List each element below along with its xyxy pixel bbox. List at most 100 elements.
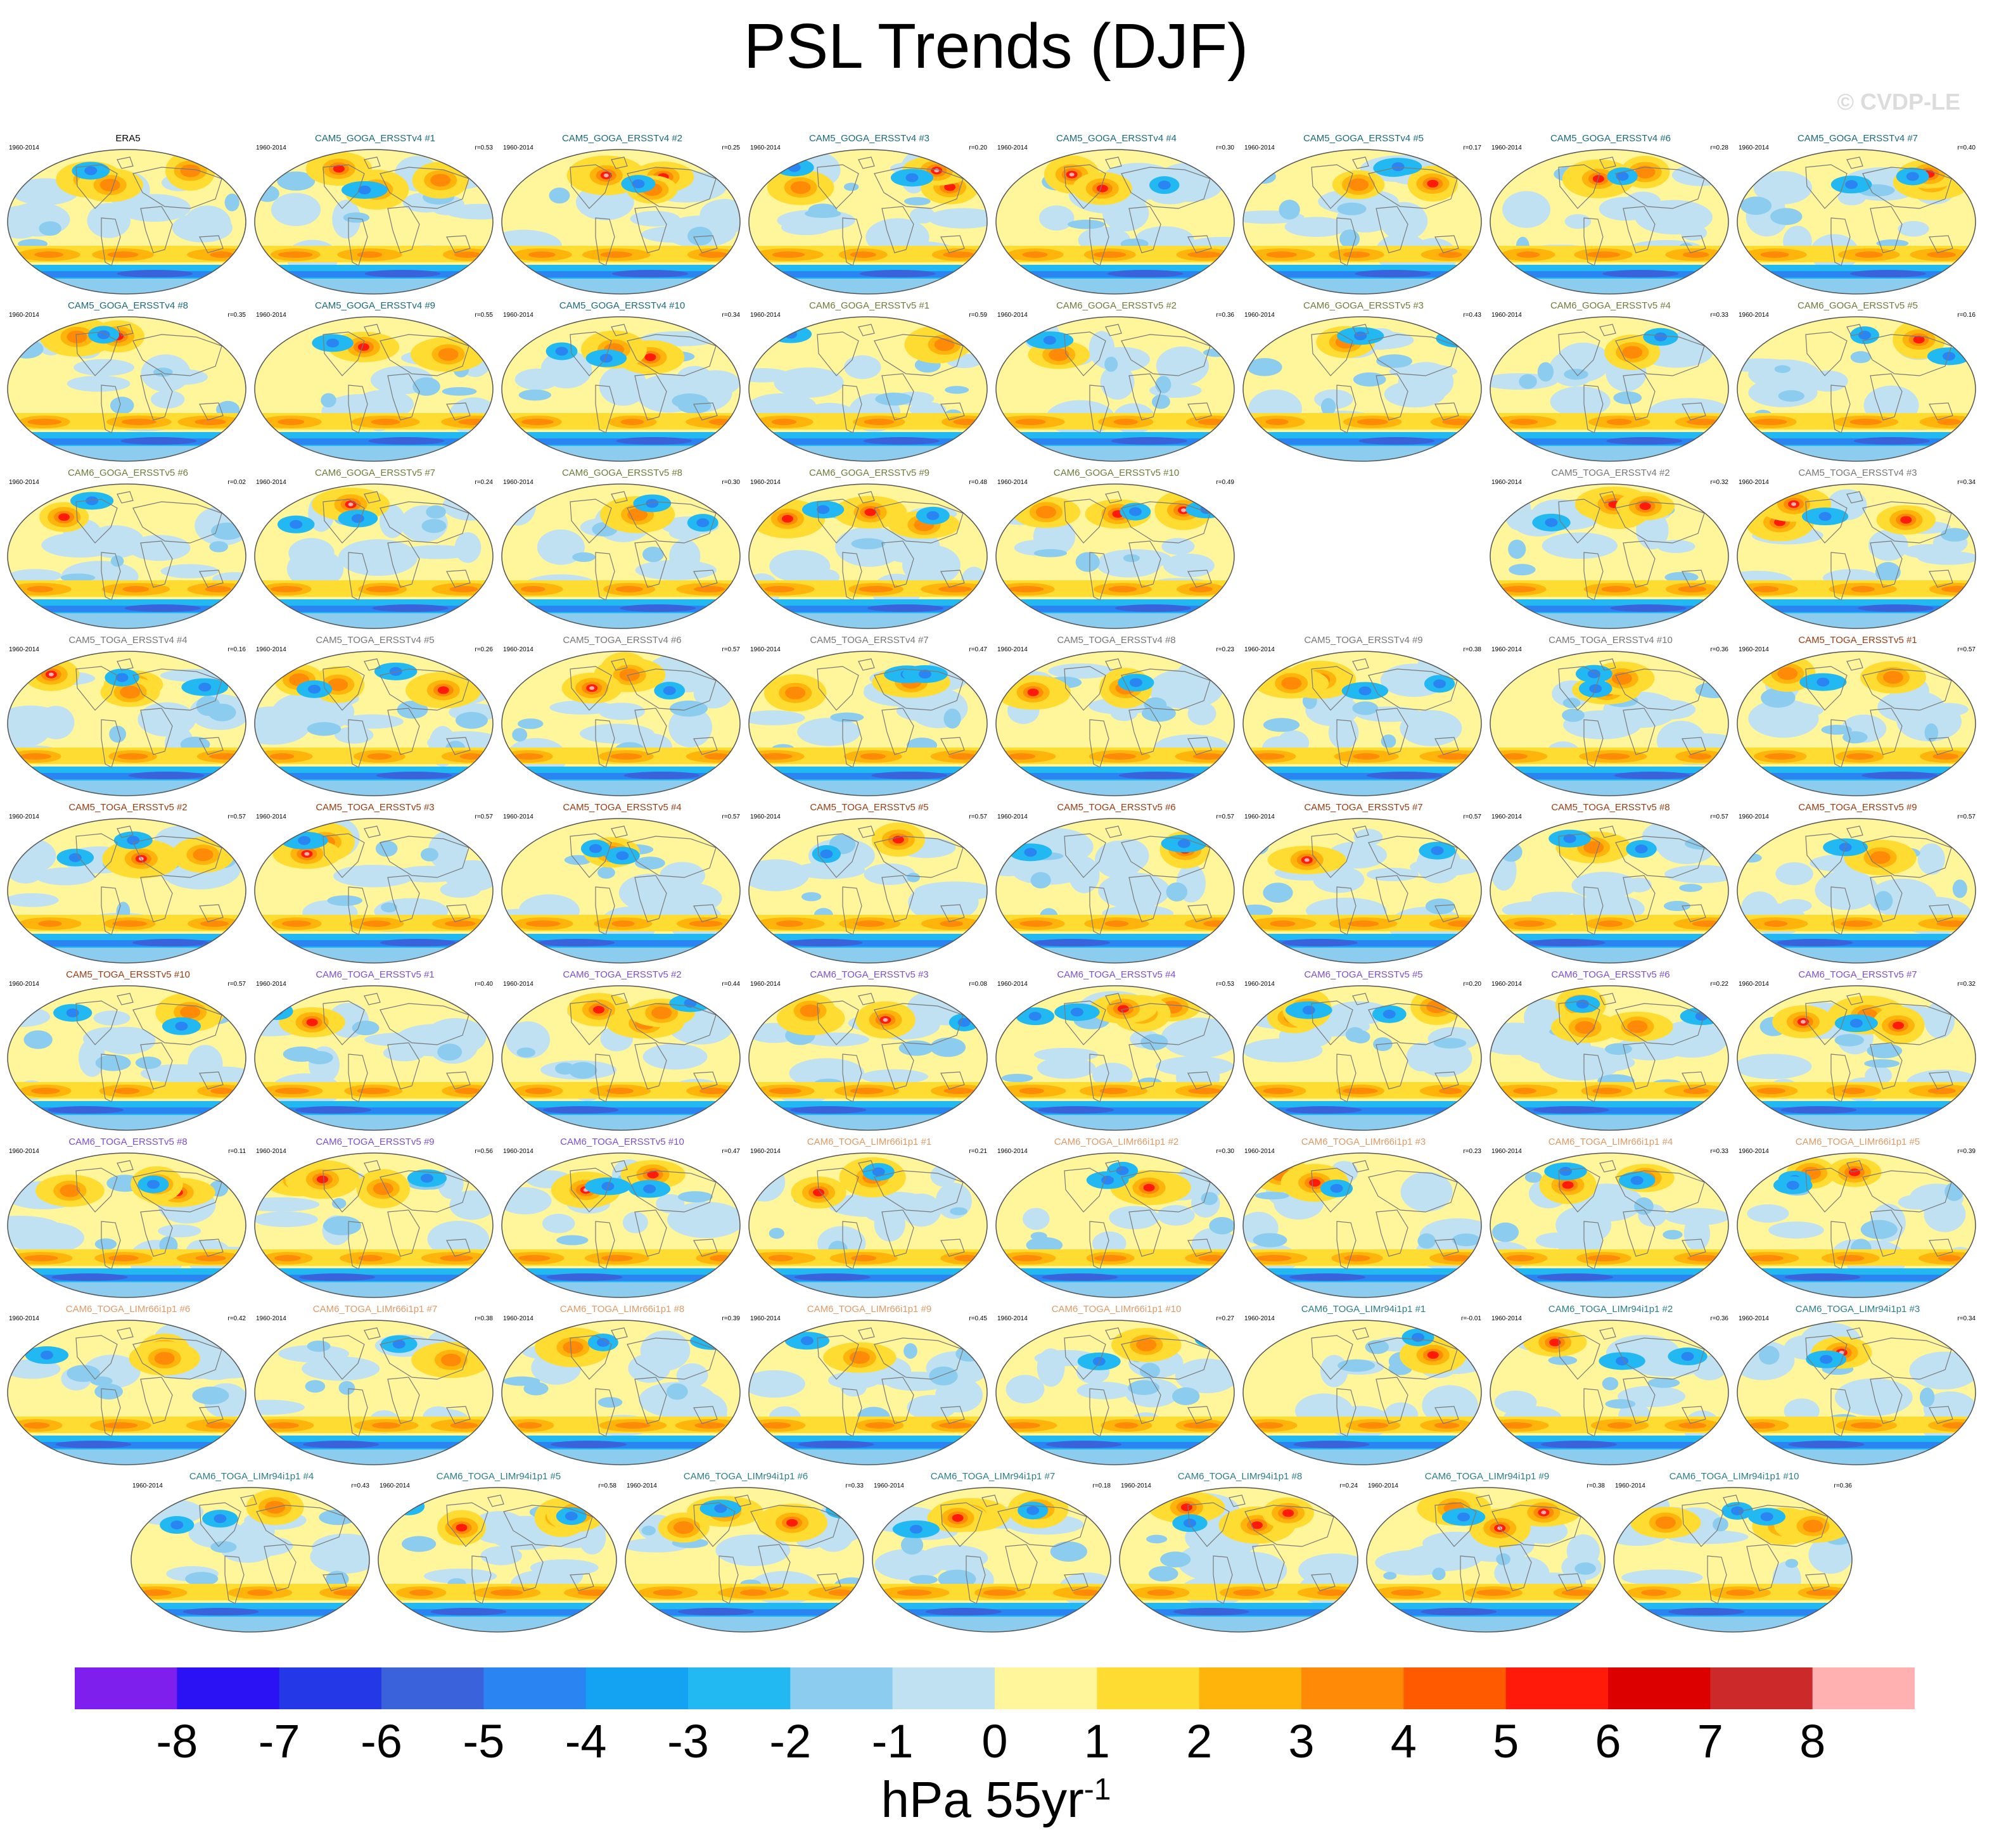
robinson-map <box>7 651 246 796</box>
colorbar-box <box>892 1667 995 1709</box>
map-panel: CAM6_TOGA_LIMr94i1p1 #7 1960-2014 r=0.18 <box>871 1469 1114 1635</box>
colorbar-box <box>688 1667 791 1709</box>
robinson-map <box>748 651 988 796</box>
panel-title: CAM5_TOGA_ERSSTv5 #7 <box>1304 802 1423 813</box>
map-panel: CAM6_GOGA_ERSSTv5 #9 1960-2014 r=0.48 <box>748 465 991 631</box>
robinson-map <box>254 1320 494 1465</box>
panel-period: 1960-2014 <box>1244 144 1275 151</box>
robinson-map <box>995 149 1235 295</box>
colorbar-tick-label: -6 <box>361 1715 402 1768</box>
robinson-map <box>501 149 741 295</box>
map-panel: CAM6_GOGA_ERSSTv5 #8 1960-2014 r=0.30 <box>501 465 744 631</box>
map-panel: CAM5_TOGA_ERSSTv5 #2 1960-2014 r=0.57 <box>6 800 250 965</box>
panel-period: 1960-2014 <box>1121 1482 1151 1489</box>
panel-title: CAM6_GOGA_ERSSTv5 #9 <box>808 468 930 478</box>
panel-title: CAM5_TOGA_ERSSTv4 #9 <box>1304 635 1423 646</box>
trend-field <box>255 317 493 461</box>
map-panel: CAM6_TOGA_ERSSTv5 #5 1960-2014 r=0.20 <box>1242 967 1485 1133</box>
map-panel: CAM5_TOGA_ERSSTv4 #3 1960-2014 r=0.34 <box>1736 465 1979 631</box>
robinson-map <box>1737 985 1976 1131</box>
robinson-map <box>872 1487 1111 1633</box>
panel-period: 1960-2014 <box>256 1315 286 1322</box>
panel-title: CAM5_GOGA_ERSSTv4 #5 <box>1303 133 1424 144</box>
colorbar-box <box>381 1667 484 1709</box>
map-panel: CAM6_TOGA_LIMr66i1p1 #5 1960-2014 r=0.39 <box>1736 1134 1979 1300</box>
colorbar-box <box>279 1667 382 1709</box>
panel-correlation: r=0.34 <box>1957 479 1976 486</box>
map-panel: CAM6_TOGA_LIMr94i1p1 #9 1960-2014 r=0.38 <box>1365 1469 1609 1635</box>
panel-title: CAM5_GOGA_ERSSTv4 #10 <box>559 300 686 311</box>
panel-correlation: r=0.24 <box>475 479 493 486</box>
panel-period: 1960-2014 <box>1739 1148 1769 1155</box>
trend-field <box>625 1488 864 1632</box>
panel-title: CAM5_TOGA_ERSSTv4 #6 <box>563 635 682 646</box>
map-panel: CAM6_TOGA_ERSSTv5 #10 1960-2014 r=0.47 <box>501 1134 744 1300</box>
robinson-map <box>1613 1487 1853 1633</box>
robinson-map <box>501 651 741 796</box>
panel-title: CAM5_TOGA_ERSSTv5 #1 <box>1798 635 1917 646</box>
trend-field <box>502 1153 740 1297</box>
panel-correlation: r=0.30 <box>722 479 740 486</box>
panel-title: CAM6_GOGA_ERSSTv5 #8 <box>561 468 683 478</box>
panel-title: CAM6_TOGA_LIMr94i1p1 #1 <box>1301 1304 1426 1315</box>
colorbar-tick-label: 2 <box>1186 1715 1213 1768</box>
colorbar-tick-label: 6 <box>1595 1715 1621 1768</box>
map-panel: CAM6_TOGA_LIMr66i1p1 #10 1960-2014 r=0.27 <box>995 1301 1238 1467</box>
panel-correlation: r=0.47 <box>722 1148 740 1155</box>
colorbar-box <box>790 1667 893 1709</box>
panel-period: 1960-2014 <box>750 646 781 653</box>
panel-title: CAM6_TOGA_ERSSTv5 #6 <box>1551 969 1670 980</box>
panel-title: CAM6_TOGA_LIMr66i1p1 #7 <box>312 1304 438 1315</box>
trend-field <box>1243 986 1481 1130</box>
panel-title: CAM6_GOGA_ERSSTv5 #6 <box>67 468 189 478</box>
panel-period: 1960-2014 <box>997 646 1028 653</box>
panel-period: 1960-2014 <box>1739 981 1769 988</box>
robinson-map <box>1490 985 1729 1131</box>
colorbar-box <box>1301 1667 1404 1709</box>
robinson-map <box>748 316 988 462</box>
panel-correlation: r=0.38 <box>1587 1482 1605 1489</box>
panel-title: CAM5_GOGA_ERSSTv4 #3 <box>808 133 930 144</box>
panel-correlation: r=0.11 <box>228 1148 246 1155</box>
panel-correlation: r=0.57 <box>1957 646 1976 653</box>
map-panel: CAM5_GOGA_ERSSTv4 #6 1960-2014 r=0.28 <box>1489 131 1732 296</box>
colorbar-tick-label: 3 <box>1288 1715 1315 1768</box>
panel-correlation: r=0.53 <box>1216 981 1234 988</box>
panel-title: CAM6_TOGA_LIMr94i1p1 #4 <box>189 1471 314 1482</box>
robinson-map <box>995 1152 1235 1298</box>
panel-period: 1960-2014 <box>1491 1315 1522 1322</box>
robinson-map <box>748 1152 988 1298</box>
map-panel: CAM6_TOGA_LIMr94i1p1 #10 1960-2014 r=0.36 <box>1612 1469 1856 1635</box>
panel-title: CAM6_TOGA_LIMr94i1p1 #8 <box>1177 1471 1303 1482</box>
colorbar-tick-label: -1 <box>871 1715 914 1768</box>
map-panel: CAM6_GOGA_ERSSTv5 #2 1960-2014 r=0.36 <box>995 298 1238 464</box>
panel-correlation: r=0.45 <box>969 1315 987 1322</box>
panel-period: 1960-2014 <box>503 312 533 319</box>
panel-correlation: r=0.39 <box>1957 1148 1976 1155</box>
robinson-map <box>1242 818 1482 964</box>
panel-correlation: r=0.20 <box>969 144 987 151</box>
panel-correlation: r=0.57 <box>969 813 987 820</box>
trend-field <box>255 819 493 963</box>
trend-field <box>1367 1488 1605 1632</box>
map-panel: CAM6_TOGA_ERSSTv5 #9 1960-2014 r=0.56 <box>253 1134 497 1300</box>
map-panel: CAM6_TOGA_ERSSTv5 #2 1960-2014 r=0.44 <box>501 967 744 1133</box>
colorbar-units: hPa 55yr-1 <box>0 1771 1992 1829</box>
colorbar-tick-label: -3 <box>667 1715 709 1768</box>
trend-field <box>749 484 987 628</box>
panel-title: CAM6_TOGA_LIMr66i1p1 #5 <box>1795 1137 1920 1147</box>
robinson-map <box>1242 1152 1482 1298</box>
panel-title: CAM5_TOGA_ERSSTv5 #5 <box>810 802 929 813</box>
robinson-map <box>501 818 741 964</box>
robinson-map <box>1737 483 1976 629</box>
panel-correlation: r=0.28 <box>1710 144 1728 151</box>
panel-title: CAM6_TOGA_ERSSTv5 #3 <box>810 969 929 980</box>
colorbar-box <box>585 1667 689 1709</box>
panel-correlation: r=0.23 <box>1463 1148 1481 1155</box>
map-panel: CAM5_TOGA_ERSSTv4 #6 1960-2014 r=0.57 <box>501 632 744 798</box>
colorbar <box>75 1667 1915 1709</box>
panel-period: 1960-2014 <box>1491 312 1522 319</box>
map-panel: CAM6_GOGA_ERSSTv5 #3 1960-2014 r=0.43 <box>1242 298 1485 464</box>
robinson-map <box>995 985 1235 1131</box>
panel-period: 1960-2014 <box>997 1148 1028 1155</box>
